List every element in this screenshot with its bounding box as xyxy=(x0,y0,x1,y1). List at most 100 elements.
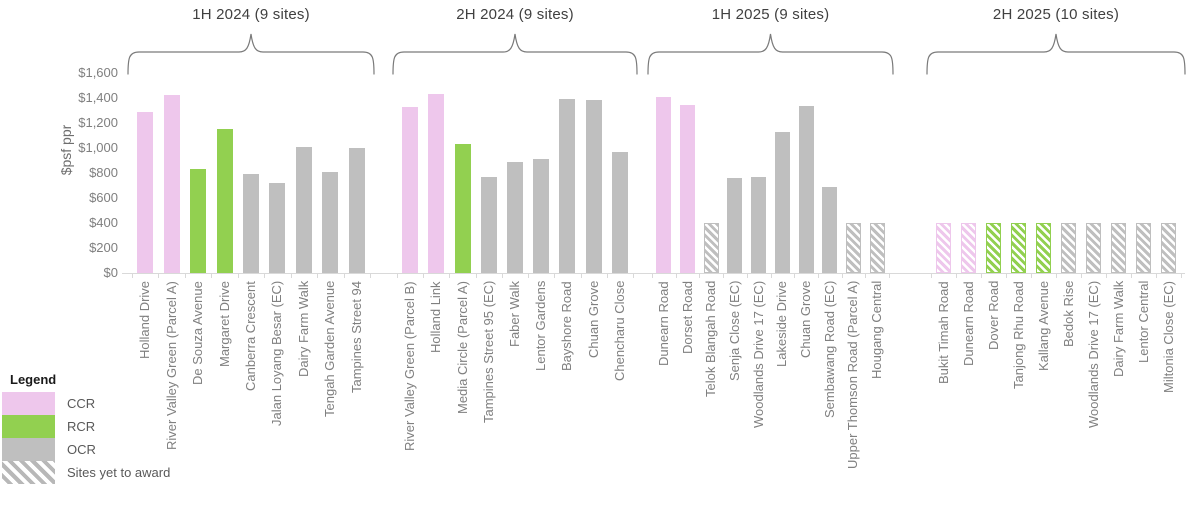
group-brace xyxy=(127,33,375,75)
x-axis-site-label: Woodlands Drive 17 (EC) xyxy=(1085,281,1101,429)
y-tick-label: $600 xyxy=(89,190,118,205)
legend-swatch xyxy=(2,438,55,461)
y-tick-label: $1,200 xyxy=(78,115,118,130)
legend-swatch xyxy=(2,392,55,415)
legend-label: CCR xyxy=(67,396,96,411)
x-axis-tick xyxy=(185,273,186,278)
x-axis-site-label: Chuan Grove xyxy=(585,281,601,359)
x-axis-tick xyxy=(818,273,819,278)
bar-pending xyxy=(986,223,1001,273)
x-axis-site-label: Woodlands Drive 17 (EC) xyxy=(750,281,766,429)
x-axis-tick xyxy=(1081,273,1082,278)
x-axis-tick xyxy=(344,273,345,278)
x-axis-site-label: Upper Thomson Road (Parcel A) xyxy=(845,281,861,470)
x-axis-site-label: Tanjong Rhu Road xyxy=(1010,281,1026,389)
y-tick-label: $1,000 xyxy=(78,140,118,155)
x-axis-site-label: Faber Walk xyxy=(507,281,522,347)
bar xyxy=(798,106,814,273)
x-axis-tick xyxy=(581,273,582,278)
x-axis-tick xyxy=(1056,273,1057,278)
x-axis-tick xyxy=(554,273,555,278)
legend-row: OCR xyxy=(2,438,96,461)
y-tick-label: $1,400 xyxy=(78,90,118,105)
legend-label: OCR xyxy=(67,442,96,457)
y-tick-label: $1,600 xyxy=(78,65,118,80)
x-axis-site-label: Dunearn Road xyxy=(655,281,671,366)
bar xyxy=(322,172,339,273)
bar xyxy=(559,99,576,273)
bar-pending xyxy=(869,223,885,273)
x-axis-site-label: Telok Blangah Road xyxy=(703,281,719,398)
x-axis-tick xyxy=(317,273,318,278)
x-axis-tick xyxy=(889,273,890,278)
y-tick-label: $0 xyxy=(103,265,118,280)
bar-pending xyxy=(961,223,976,273)
legend-row: CCR xyxy=(2,392,95,415)
bar xyxy=(190,169,207,273)
x-axis-tick xyxy=(1006,273,1007,278)
x-axis-tick xyxy=(1181,273,1182,278)
group-header: 2H 2025 (10 sites) xyxy=(992,6,1120,23)
x-axis-site-label: Margaret Drive xyxy=(216,281,232,367)
bar-pending xyxy=(1036,223,1051,273)
x-axis-tick xyxy=(264,273,265,278)
x-axis-tick xyxy=(699,273,700,278)
x-axis-tick xyxy=(652,273,653,278)
x-axis-tick xyxy=(397,273,398,278)
x-axis-tick xyxy=(238,273,239,278)
x-axis-tick xyxy=(370,273,371,278)
x-axis-tick xyxy=(1106,273,1107,278)
bar-pending xyxy=(1011,223,1026,273)
bar xyxy=(656,97,672,273)
x-axis-site-label: Canberra Crescent xyxy=(243,281,258,391)
x-axis-site-label: Bayshore Road xyxy=(559,281,575,371)
legend-swatch-hatched xyxy=(2,461,55,484)
x-axis-site-label: Media Circle (Parcel A) xyxy=(454,281,470,414)
x-axis-tick xyxy=(423,273,424,278)
y-tick-label: $800 xyxy=(89,165,118,180)
bar xyxy=(137,112,154,273)
x-axis-site-label: Dairy Farm Walk xyxy=(295,281,311,378)
x-axis-site-label: Dover Road xyxy=(985,281,1001,351)
x-axis-tick xyxy=(931,273,932,278)
bar-pending xyxy=(1061,223,1076,273)
x-axis-tick xyxy=(1131,273,1132,278)
x-axis-tick xyxy=(528,273,529,278)
x-axis-tick xyxy=(1031,273,1032,278)
x-axis-line xyxy=(122,273,1185,274)
x-axis-tick xyxy=(676,273,677,278)
x-axis-site-label: Holland Link xyxy=(428,281,444,353)
x-axis-tick xyxy=(291,273,292,278)
bar xyxy=(428,94,445,273)
bar xyxy=(402,107,419,273)
x-axis-tick xyxy=(132,273,133,278)
legend-label: RCR xyxy=(67,419,96,434)
x-axis-tick xyxy=(956,273,957,278)
x-axis-site-label: Tampines Street 94 xyxy=(348,281,364,394)
x-axis-tick xyxy=(476,273,477,278)
bar xyxy=(533,159,550,273)
x-axis-site-label: Lakeside Drive xyxy=(774,281,790,367)
x-axis-tick xyxy=(1156,273,1157,278)
legend-title: Legend xyxy=(10,372,57,387)
y-tick-label: $400 xyxy=(89,215,118,230)
bar xyxy=(480,177,497,273)
x-axis-tick xyxy=(607,273,608,278)
x-axis-tick xyxy=(865,273,866,278)
bar xyxy=(611,152,628,273)
group-brace xyxy=(392,33,638,75)
x-axis-site-label: Kallang Avenue xyxy=(1035,281,1051,372)
x-axis-site-label: Senja Close (EC) xyxy=(726,281,742,382)
legend-label: Sites yet to award xyxy=(67,465,171,480)
y-tick-label: $200 xyxy=(89,240,118,255)
bar xyxy=(269,183,286,273)
x-axis-site-label: De Souza Avenue xyxy=(190,281,206,385)
legend-row: RCR xyxy=(2,415,95,438)
x-axis-tick xyxy=(981,273,982,278)
x-axis-site-label: Tampines Street 95 (EC) xyxy=(480,281,496,424)
x-axis-site-label: Dorset Road xyxy=(679,281,695,354)
legend-swatch xyxy=(2,415,55,438)
x-axis-tick xyxy=(158,273,159,278)
bar xyxy=(295,147,312,273)
